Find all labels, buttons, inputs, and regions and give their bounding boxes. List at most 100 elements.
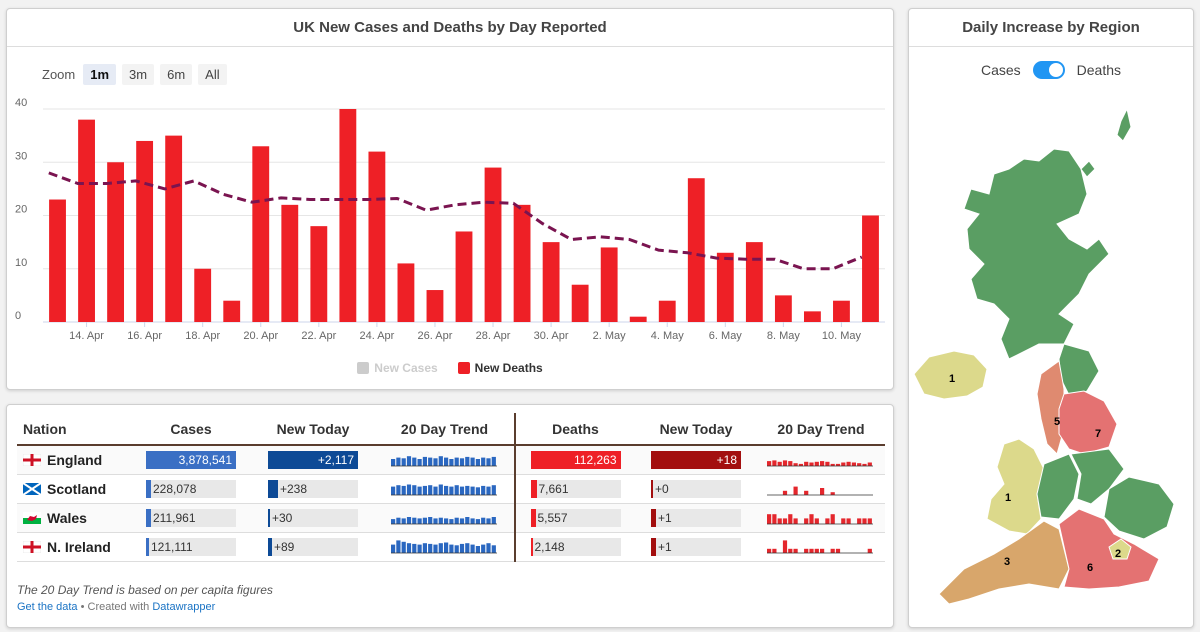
deaths-value: 5,557 <box>537 510 568 525</box>
trend-bar <box>475 518 480 524</box>
trend-bar <box>411 517 416 524</box>
death-bar <box>455 231 473 322</box>
region-scotland[interactable] <box>963 148 1110 360</box>
region-london[interactable] <box>1108 538 1132 560</box>
trend-bar <box>401 485 406 495</box>
trend-bar <box>438 455 443 466</box>
trend-bar <box>459 543 464 553</box>
new_cases-bar: +238 <box>268 479 358 498</box>
new_cases-bar-fill <box>268 537 272 556</box>
chart-legend: New Cases New Deaths <box>7 361 893 375</box>
cases-value: 121,111 <box>151 539 193 554</box>
trend-bar <box>772 513 777 524</box>
death-bar <box>397 263 415 322</box>
trend-bar <box>459 517 464 524</box>
trend-bar <box>443 485 448 495</box>
trend-bar <box>480 517 485 524</box>
chart-title: UK New Cases and Deaths by Day Reported <box>7 9 893 47</box>
new_deaths-bar-fill <box>651 508 656 527</box>
new_deaths-value: +0 <box>655 481 669 496</box>
toggle-deaths-label[interactable]: Deaths <box>1076 62 1122 78</box>
new_cases-bar-fill <box>268 479 278 498</box>
label-yorkshire: 7 <box>1095 428 1101 440</box>
region-orkney[interactable] <box>1080 160 1096 178</box>
region-northern-ireland[interactable] <box>913 350 988 400</box>
death-bar <box>774 295 792 322</box>
y-tick-label: 20 <box>15 204 27 216</box>
cases-value: 3,878,541 <box>178 452 232 467</box>
death-bar <box>136 140 154 322</box>
x-tick-label: 10. May <box>822 330 862 342</box>
legend-new-cases-label: New Cases <box>374 361 438 375</box>
trend-bar <box>448 518 453 524</box>
zoom-all-button[interactable]: All <box>198 64 227 85</box>
trend-bar <box>443 457 448 466</box>
deaths-bar-fill <box>530 450 621 469</box>
x-tick-label: 6. May <box>709 330 743 342</box>
trend-bar <box>395 539 400 553</box>
uk-region-map: 1 5 7 1 3 6 2 <box>913 107 1175 605</box>
zoom-3m-button[interactable]: 3m <box>122 64 155 85</box>
legend-new-deaths[interactable]: New Deaths <box>457 361 543 375</box>
region-east-of-england[interactable] <box>1103 476 1175 540</box>
nation-name: England <box>47 451 103 468</box>
trend-bar <box>395 457 400 466</box>
deaths-cell: 5,557 <box>514 503 635 533</box>
region-north-west[interactable] <box>1036 360 1065 455</box>
death-bar <box>107 162 125 322</box>
trend-bar <box>406 484 411 495</box>
label-northern-ireland: 1 <box>949 373 955 385</box>
case_trend-sparkline <box>390 516 497 524</box>
deaths-value: 2,148 <box>534 539 565 554</box>
new_deaths-cell: +1 <box>635 532 757 562</box>
trend-bar <box>841 462 846 466</box>
metric-toggle-switch[interactable] <box>1032 61 1065 79</box>
trend-bar <box>485 517 491 524</box>
trend-bar <box>485 486 491 495</box>
zoom-6m-button[interactable]: 6m <box>160 64 193 85</box>
deaths-cell: 112,263 <box>514 445 635 475</box>
legend-new-cases[interactable]: New Cases <box>357 361 438 375</box>
region-west-midlands[interactable] <box>1036 453 1080 520</box>
x-tick-label: 30. Apr <box>534 330 569 342</box>
trend-bar <box>820 487 825 495</box>
death-bar <box>426 290 444 322</box>
trend-bar <box>395 484 400 495</box>
death-bar <box>281 204 299 322</box>
trend-bar <box>454 457 459 466</box>
cases-cell: 3,878,541 <box>131 445 251 475</box>
new_cases-cell: +238 <box>251 474 375 504</box>
trend-bar <box>443 517 448 524</box>
region-south-east[interactable] <box>1058 508 1160 590</box>
region-east-midlands[interactable] <box>1070 448 1125 505</box>
deaths-bar-fill <box>530 508 536 527</box>
y-tick-label: 40 <box>15 97 27 109</box>
death-bar <box>223 300 241 322</box>
header-nation: Nation <box>17 413 131 446</box>
nation-cell: England <box>17 445 131 475</box>
datawrapper-link[interactable]: Datawrapper <box>152 601 216 613</box>
trend-bar <box>411 543 416 553</box>
region-north-east[interactable] <box>1058 343 1100 400</box>
x-tick-label: 8. May <box>767 330 801 342</box>
toggle-cases-label[interactable]: Cases <box>980 62 1021 78</box>
region-shetland[interactable] <box>1116 107 1132 142</box>
trend-bar <box>772 460 777 466</box>
region-yorkshire[interactable] <box>1058 390 1118 455</box>
trend-bar <box>459 486 464 495</box>
deaths-value: 7,661 <box>538 481 569 496</box>
trend-bar <box>804 461 809 466</box>
get-data-link[interactable]: Get the data <box>17 601 78 613</box>
trend-bar <box>470 517 475 524</box>
trend-bar <box>438 542 443 553</box>
trend-bar <box>390 518 395 524</box>
legend-new-deaths-swatch <box>457 362 470 374</box>
trend-footnote: The 20 Day Trend is based on per capita … <box>17 583 273 597</box>
trend-bar <box>406 542 411 553</box>
region-wales[interactable] <box>986 438 1045 535</box>
zoom-1m-button[interactable]: 1m <box>83 64 117 85</box>
trend-bar <box>767 513 772 524</box>
new_cases-bar-fill <box>268 450 358 469</box>
new_deaths-cell: +18 <box>635 445 757 475</box>
trend-bar <box>798 463 803 466</box>
